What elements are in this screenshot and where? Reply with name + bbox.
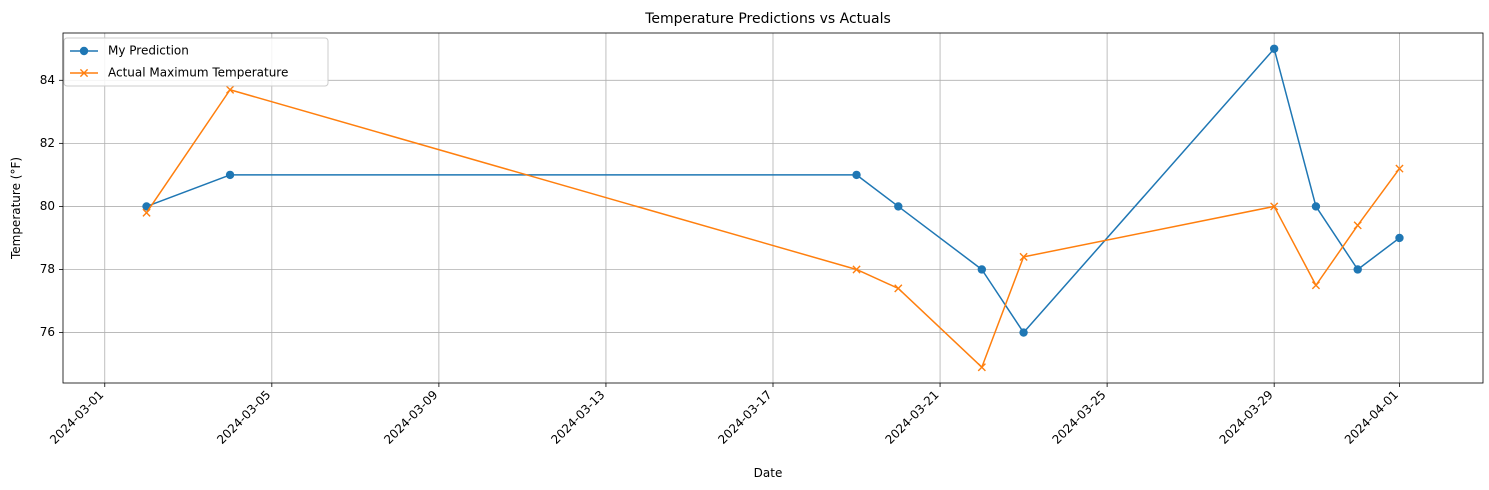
series-line-0: [146, 48, 1400, 334]
data-point-prediction: [1019, 328, 1028, 337]
x-marker-stroke: [852, 265, 861, 274]
series-line-1: [145, 89, 1401, 368]
x-marker-stroke: [1270, 202, 1279, 211]
legend-marker-x: [79, 68, 89, 78]
grid: [63, 33, 1483, 383]
data-point-actual: [977, 363, 986, 372]
y-tick-label: 84: [40, 73, 55, 87]
y-tick-label: 82: [40, 136, 55, 150]
data-point-actual: [1019, 252, 1028, 261]
data-point-prediction: [225, 170, 235, 180]
y-axis-label: Temperature (°F): [9, 157, 23, 260]
data-point-actual: [894, 284, 903, 293]
y-tick-label: 78: [40, 262, 55, 276]
y-tick-label: 76: [40, 325, 55, 339]
x-marker-stroke: [225, 85, 235, 94]
data-point-prediction: [1269, 44, 1279, 53]
data-point-prediction: [1353, 265, 1362, 274]
data-point-prediction: [894, 202, 903, 211]
legend-marker-circle: [79, 46, 89, 56]
data-point-actual: [225, 85, 235, 94]
legend-label-0: My Prediction: [108, 44, 189, 58]
series: [142, 44, 1404, 372]
data-point-prediction: [1395, 233, 1404, 243]
x-marker-stroke: [142, 208, 151, 217]
y-tick-label: 80: [40, 199, 55, 213]
x-marker-stroke: [1395, 164, 1404, 173]
data-point-actual: [1311, 281, 1321, 290]
x-axis-label: Date: [754, 466, 783, 480]
data-point-actual: [1353, 221, 1362, 230]
data-point-actual: [852, 265, 861, 274]
legend-box: [63, 37, 329, 87]
data-point-prediction: [977, 265, 987, 274]
legend: My Prediction Actual Maximum Temperature: [63, 37, 329, 87]
x-marker-stroke: [1353, 221, 1362, 230]
data-point-actual: [1395, 164, 1404, 173]
data-point-prediction: [1311, 202, 1321, 211]
x-marker-stroke: [977, 363, 986, 372]
x-marker-stroke: [1019, 252, 1028, 261]
x-marker-stroke: [1311, 281, 1321, 290]
chart-title: Temperature Predictions vs Actuals: [644, 11, 891, 27]
x-marker-stroke: [894, 284, 903, 293]
data-point-actual: [142, 208, 151, 217]
data-point-actual: [1270, 202, 1279, 211]
legend-label-1: Actual Maximum Temperature: [108, 66, 288, 80]
data-point-prediction: [852, 170, 861, 180]
